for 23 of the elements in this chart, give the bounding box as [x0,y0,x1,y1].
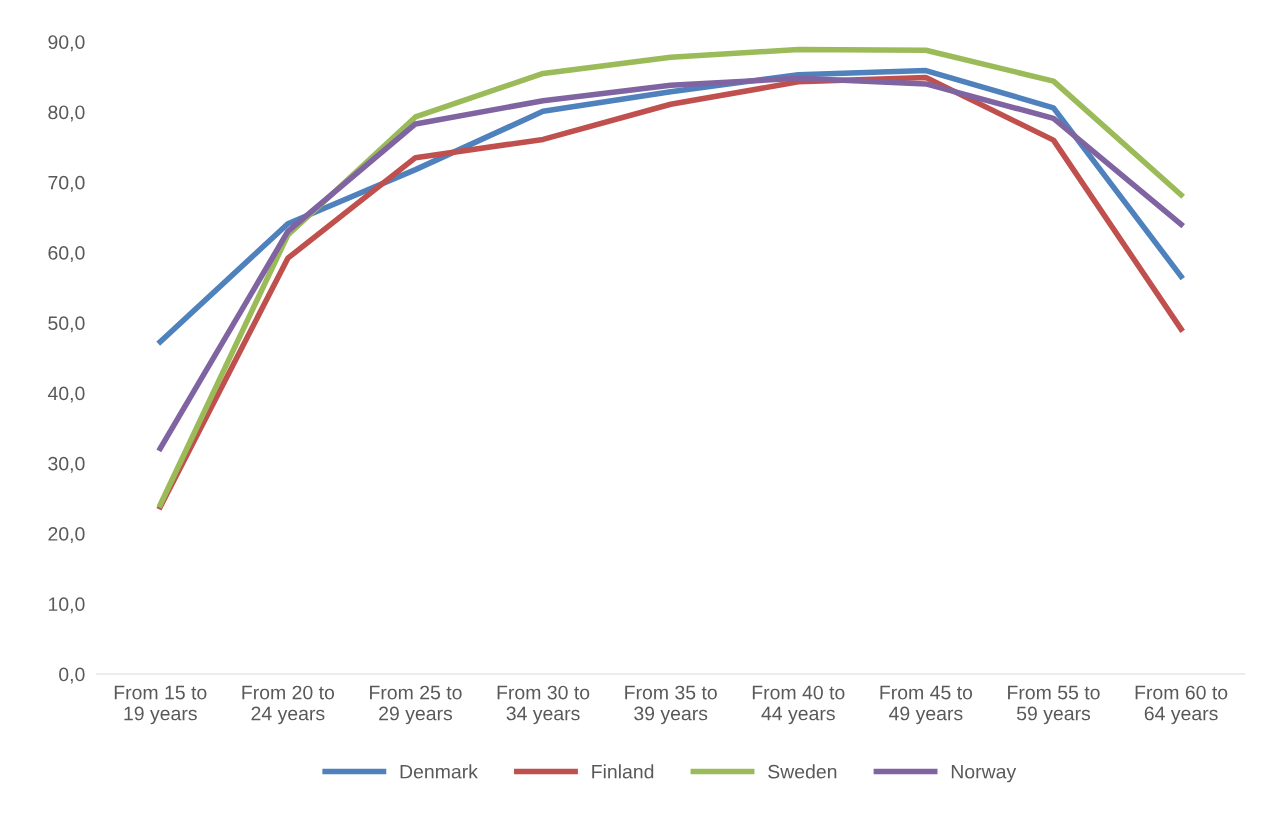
x-tick-label: From 45 to 49 years [880,685,973,725]
y-tick-label: 90,0 [48,35,85,52]
x-tick-label: From 55 to 59 years [1008,685,1100,725]
x-tick-label: From 30 to 34 years [497,685,590,725]
legend-label: Norway [951,764,1017,783]
x-tick-label: From 60 to 64 years [1135,685,1228,725]
y-tick-label: 70,0 [48,175,85,192]
y-tick-label: 80,0 [48,105,85,122]
legend-label: Finland [592,764,654,779]
y-tick-label: 0,0 [59,667,85,684]
y-tick-label: 10,0 [48,597,85,614]
legend-label: Sweden [768,764,837,779]
legend-label: Denmark [400,764,478,779]
y-tick-label: 30,0 [48,456,85,473]
x-tick-label: From 20 to 24 years [242,685,335,725]
y-tick-label: 50,0 [48,316,85,333]
y-tick-label: 20,0 [48,527,85,544]
x-tick-label: From 35 to 39 years [625,685,717,725]
x-tick-label: From 15 to 19 years [114,685,207,725]
y-tick-label: 60,0 [48,245,85,263]
x-tick-label: From 40 to 44 years [752,685,845,725]
y-tick-label: 40,0 [47,386,85,403]
x-tick-label: From 25 to 29 years [370,685,462,725]
